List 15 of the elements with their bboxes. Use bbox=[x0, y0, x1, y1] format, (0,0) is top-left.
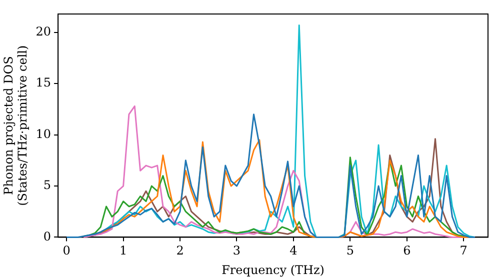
x-tick-label: 5 bbox=[346, 244, 354, 258]
x-tick-label: 0 bbox=[62, 244, 70, 258]
y-tick-label: 20 bbox=[36, 24, 52, 39]
y-tick-label: 10 bbox=[36, 126, 52, 141]
x-tick-label: 7 bbox=[460, 244, 468, 258]
y-tick-label: 0 bbox=[43, 229, 52, 244]
x-tick-label: 1 bbox=[119, 244, 128, 258]
x-tick-label: 3 bbox=[232, 244, 241, 258]
x-tick-label: 6 bbox=[403, 244, 411, 258]
y-tick-label: 15 bbox=[36, 76, 52, 90]
y-axis-title: Phonon projected DOS (States/THz·primitive cell) bbox=[1, 45, 30, 206]
x-tick-label: 4 bbox=[290, 244, 298, 258]
x-axis-title: Frequency (THz) bbox=[222, 262, 324, 277]
x-tick-label: 2 bbox=[176, 244, 184, 258]
y-tick-label: 5 bbox=[43, 178, 52, 192]
